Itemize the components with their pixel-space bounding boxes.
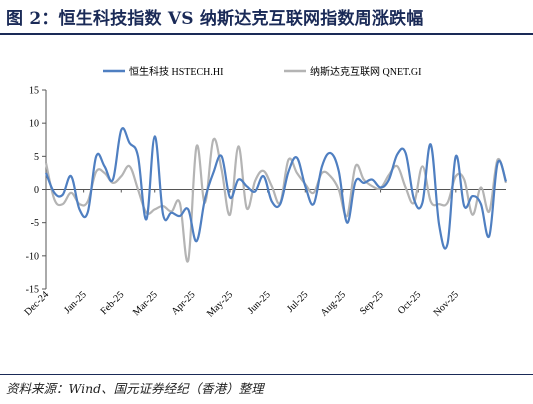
- y-tick-label: 0: [34, 185, 39, 196]
- x-tick-label: Mar-25: [131, 289, 160, 318]
- legend: 恒生科技 HSTECH.HI 纳斯达克互联网 QNET.GI: [103, 65, 421, 78]
- y-tick-label: 10: [29, 119, 39, 130]
- series-line-qnet: [44, 137, 508, 263]
- x-tick-label: Feb-25: [99, 289, 127, 317]
- y-tick-label: -10: [26, 251, 39, 262]
- x-tick-label: Jun-25: [246, 289, 273, 316]
- legend-label-qnet: 纳斯达克互联网 QNET.GI: [310, 65, 421, 78]
- y-tick-label: 5: [34, 152, 39, 163]
- x-tick-label: Nov-25: [432, 289, 461, 318]
- series-line-hstech: [44, 127, 508, 250]
- source-note: 资料来源：Wind、国元证券经纪（香港）整理: [6, 381, 264, 396]
- y-tick-label: -15: [26, 285, 39, 296]
- source-rule: [0, 374, 533, 375]
- y-tick-label: 15: [29, 86, 39, 97]
- figure-title: 图 2：恒生科技指数 VS 纳斯达克互联网指数周涨跌幅: [6, 9, 424, 29]
- title-rule: [0, 33, 533, 35]
- x-tick-label: Jul-25: [285, 289, 310, 314]
- x-tick-label: Apr-25: [169, 289, 197, 317]
- x-tick-label: Jan-25: [62, 289, 89, 316]
- x-tick-label: Aug-25: [319, 289, 348, 318]
- series-lines: [44, 127, 508, 263]
- y-tick-label: -5: [31, 218, 39, 229]
- x-tick-label: May-25: [205, 289, 235, 319]
- legend-label-hstech: 恒生科技 HSTECH.HI: [129, 65, 223, 78]
- x-tick-label: Oct-25: [396, 289, 423, 316]
- x-tick-label: Sep-25: [358, 289, 386, 317]
